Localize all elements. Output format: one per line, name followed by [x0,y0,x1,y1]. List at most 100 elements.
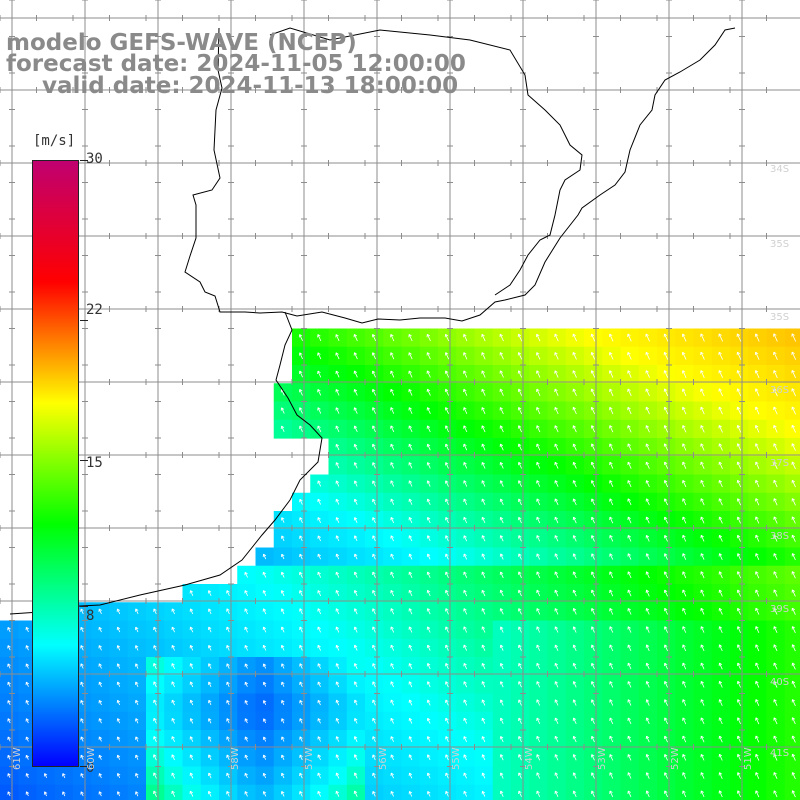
wind-arrow [372,480,376,487]
wind-arrow [572,699,577,706]
wind-arrow [663,516,668,524]
wind-arrow [572,535,577,542]
wind-arrow [408,370,413,378]
wind-arrow [736,479,742,488]
wind-arrow [791,351,797,360]
wind-arrow [517,370,523,378]
wind-arrow [627,754,632,761]
wind-arrow [353,425,358,433]
wind-arrow [244,608,248,615]
wind-arrow [627,699,632,706]
wind-arrow [627,333,632,342]
wind-arrow [135,663,139,669]
wind-arrow [317,535,321,542]
wind-arrow [499,553,504,560]
wind-arrow [536,662,541,670]
wind-arrow [499,699,504,706]
wind-arrow [426,699,431,706]
wind-arrow [43,791,48,797]
wind-arrow [609,443,614,451]
wind-arrow [353,790,358,797]
wind-arrow [116,718,121,724]
wind-arrow [554,498,559,506]
wind-arrow [408,535,413,542]
wind-arrow [518,717,522,724]
wind-arrow [135,754,139,760]
wind-arrow [554,662,559,670]
wind-arrow [700,680,705,688]
wind-arrow [463,662,468,670]
wind-arrow [754,333,760,342]
wind-arrow [481,407,486,415]
wind-arrow [244,791,248,797]
wind-arrow [408,754,413,761]
wind-arrow [499,407,504,415]
wind-arrow [426,662,431,670]
wind-arrow [755,626,760,633]
wind-arrow [116,699,121,706]
wind-arrow [718,790,723,798]
wind-arrow [426,516,431,524]
wind-arrow [390,535,394,542]
wind-arrow [591,772,595,779]
wind-arrow [426,352,431,360]
wind-arrow [536,790,541,797]
wind-arrow [281,772,285,779]
wind-arrow [718,424,723,433]
wind-arrow [773,351,778,360]
wind-arrow [773,388,778,397]
wind-arrow [281,553,285,560]
wind-arrow [135,736,139,742]
wind-arrow [98,773,103,779]
wind-arrow [700,589,705,597]
wind-arrow [153,662,157,670]
wind-arrow [645,443,650,451]
wind-arrow [426,608,431,615]
wind-arrow [737,680,741,688]
wind-arrow [262,553,267,560]
wind-arrow [736,370,742,378]
wind-arrow [390,772,394,779]
wind-arrow [226,626,230,633]
wind-arrow [208,772,212,779]
wind-arrow [627,534,632,542]
wind-arrow [262,626,267,633]
wind-arrow [244,663,249,669]
wind-arrow [609,662,614,670]
wind-arrow [317,608,322,615]
wind-arrow [335,571,340,578]
wind-arrow [663,370,669,378]
wind-arrow [536,480,541,487]
wind-arrow [299,571,303,578]
wind-arrow [791,479,796,488]
wind-arrow [353,462,358,469]
wind-arrow [755,699,760,706]
wind-arrow [627,443,632,451]
wind-arrow [554,681,559,688]
wind-arrow [554,626,559,633]
wind-arrow [445,626,449,633]
wind-arrow [572,790,577,797]
wind-arrow [208,754,212,761]
wind-arrow [116,772,121,779]
wind-arrow [773,644,778,652]
wind-arrow [116,626,121,633]
wind-arrow [444,407,449,414]
wind-arrow [700,735,705,743]
wind-arrow [536,571,541,579]
wind-arrow [135,718,139,724]
wind-speed-cell [784,529,800,549]
wind-arrow [554,589,559,597]
wind-arrow [536,443,541,451]
wind-arrow [627,388,632,397]
wind-arrow [755,717,760,725]
wind-arrow [645,699,650,706]
wind-arrow [262,571,267,578]
wind-arrow [262,644,267,651]
wind-arrow [244,772,248,779]
wind-arrow [98,626,102,633]
wind-arrow [536,498,541,506]
wind-arrow [554,790,559,797]
wind-arrow [591,553,595,560]
wind-arrow [335,663,340,669]
